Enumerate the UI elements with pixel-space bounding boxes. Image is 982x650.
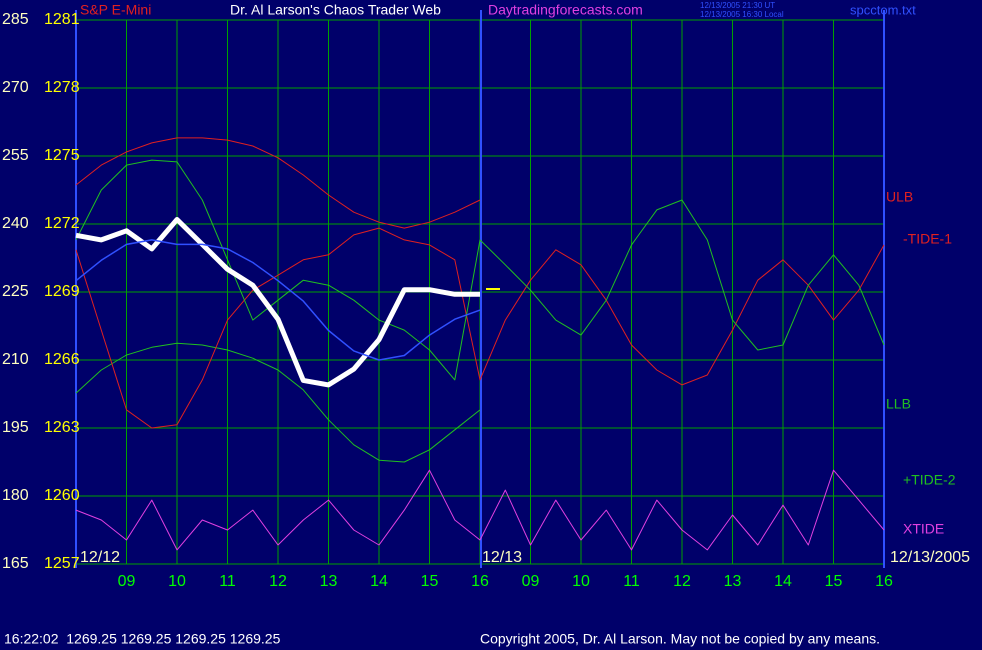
x-tick-label: 11 <box>219 573 236 590</box>
y-tick-label: 225 <box>2 283 29 300</box>
legend-label: -TIDE-1 <box>903 231 952 247</box>
y2-tick-label: 1266 <box>44 351 80 368</box>
y2-tick-label: 1272 <box>44 215 80 232</box>
plot <box>75 137 885 551</box>
copyright: Copyright 2005, Dr. Al Larson. May not b… <box>480 631 880 647</box>
y2-tick-label: 1278 <box>44 79 80 96</box>
x-tick-label: 14 <box>774 573 792 590</box>
x-tick-label: 13 <box>320 573 338 590</box>
y2-tick-label: 1275 <box>44 147 80 164</box>
series-line <box>75 239 481 361</box>
x-tick-label: 10 <box>572 573 590 590</box>
series-line <box>75 342 481 463</box>
x-tick-label: 15 <box>825 573 843 590</box>
series-line <box>75 159 885 381</box>
series-line <box>75 227 885 429</box>
x-tick-label: 16 <box>875 573 893 590</box>
legend-label: XTIDE <box>903 521 944 537</box>
x-tick-label: 13 <box>724 573 742 590</box>
x-tick-label: 10 <box>168 573 186 590</box>
website: Daytradingforecasts.com <box>488 2 643 18</box>
x-tick-label: 12 <box>673 573 691 590</box>
x-tick-label: 09 <box>118 573 136 590</box>
y-tick-label: 210 <box>2 351 29 368</box>
instrument: S&P E-Mini <box>80 2 151 18</box>
series-line <box>75 137 481 229</box>
x-tick-label: 12 <box>269 573 287 590</box>
legend-label: ULB <box>886 189 913 205</box>
y-tick-label: 285 <box>2 11 29 28</box>
x-tick-label: 16 <box>471 573 489 590</box>
y-tick-label: 165 <box>2 555 29 572</box>
legend-label: LLB <box>886 396 911 412</box>
y2-tick-label: 1281 <box>44 11 80 28</box>
x-tick-label: 11 <box>623 573 640 590</box>
y-tick-label: 270 <box>2 79 29 96</box>
y2-tick-label: 1257 <box>44 555 80 572</box>
chart-title: Dr. Al Larson's Chaos Trader Web <box>230 2 441 18</box>
y-tick-label: 180 <box>2 487 29 504</box>
y2-tick-label: 1260 <box>44 487 80 504</box>
file-name: spcctom.txt <box>850 2 916 17</box>
series-line <box>75 469 885 551</box>
y2-tick-label: 1269 <box>44 283 80 300</box>
grid <box>76 19 885 565</box>
x-tick-label: 14 <box>370 573 388 590</box>
y-tick-label: 195 <box>2 419 29 436</box>
series-line <box>75 217 480 388</box>
x-tick-label: 15 <box>421 573 439 590</box>
date-label: 12/12 <box>80 549 120 566</box>
y-tick-label: 255 <box>2 147 29 164</box>
legend-label: +TIDE-2 <box>903 472 956 488</box>
status: 16:22:02 1269.25 1269.25 1269.25 1269.25 <box>4 631 281 647</box>
x-tick-label: 09 <box>522 573 540 590</box>
date-label: 12/13 <box>482 549 522 566</box>
y-tick-label: 240 <box>2 215 29 232</box>
date-label: 12/13/2005 <box>890 549 970 566</box>
timestamp: 12/13/2005 21:30 UT <box>700 1 775 10</box>
y2-tick-label: 1263 <box>44 419 80 436</box>
timestamp: 12/13/2005 16:30 Local <box>700 10 784 19</box>
